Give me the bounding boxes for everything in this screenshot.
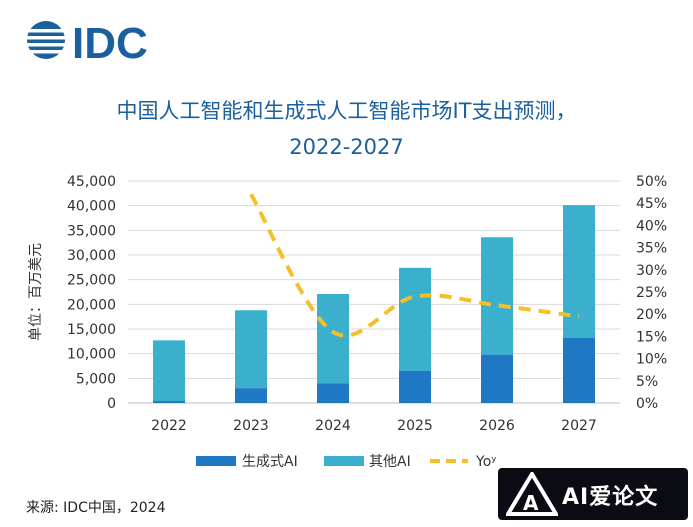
legend-label-genai: 生成式AI — [242, 454, 298, 470]
y2-tick-label: 45% — [636, 196, 667, 212]
x-tick-label: 2022 — [151, 418, 187, 434]
watermark-text: AI爱论文 — [562, 485, 659, 510]
yoy-line — [249, 193, 580, 338]
x-tick-label: 2023 — [233, 418, 269, 434]
y-tick-label: 5,000 — [76, 371, 116, 387]
bar-other-ai — [481, 237, 513, 355]
y-tick-label: 0 — [107, 396, 116, 412]
chart-title-line2: 2022-2027 — [289, 135, 404, 159]
x-tick-label: 2025 — [397, 418, 433, 434]
y2-tick-label: 35% — [636, 241, 667, 257]
source-note: 来源: IDC中国，2024 — [26, 500, 166, 516]
bar-other-ai — [317, 293, 349, 384]
y-tick-label: 40,000 — [67, 199, 116, 215]
bar-genai — [481, 354, 513, 403]
y-tick-label: 35,000 — [67, 223, 116, 239]
bar-genai — [399, 370, 431, 403]
svg-text:IDC: IDC — [72, 19, 148, 66]
legend-label-other-ai: 其他AI — [369, 454, 411, 470]
bar-genai — [153, 401, 185, 403]
legend-label-yoy: Yoʸ — [475, 454, 496, 470]
bar-other-ai — [399, 267, 431, 371]
y2-tick-label: 5% — [636, 374, 658, 390]
bar-genai — [235, 388, 267, 403]
x-tick-label: 2024 — [315, 418, 351, 434]
bar-other-ai — [153, 340, 185, 402]
y-tick-label: 30,000 — [67, 248, 116, 264]
watermark-a-icon: A — [506, 472, 558, 516]
legend-swatch-genai — [196, 456, 236, 466]
y-axis-label: 单位：百万美元 — [28, 243, 44, 341]
y-tick-label: 10,000 — [67, 347, 116, 363]
y-tick-label: 15,000 — [67, 322, 116, 338]
x-tick-label: 2027 — [561, 418, 597, 434]
y2-tick-label: 0% — [636, 396, 658, 412]
bar-genai — [317, 383, 349, 403]
bar-other-ai — [563, 205, 595, 338]
y-tick-label: 20,000 — [67, 297, 116, 313]
legend-swatch-other-ai — [324, 456, 364, 466]
y-tick-label: 45,000 — [67, 174, 116, 190]
idc-logo: IDC — [24, 19, 148, 66]
bar-genai — [563, 337, 595, 403]
x-tick-label: 2026 — [479, 418, 515, 434]
y2-tick-label: 15% — [636, 329, 667, 345]
y2-tick-label: 50% — [636, 174, 667, 190]
svg-text:A: A — [523, 491, 539, 515]
y2-tick-label: 40% — [636, 218, 667, 234]
bar-other-ai — [235, 310, 267, 389]
chart-title-line1: 中国人工智能和生成式人工智能市场IT支出预测， — [116, 99, 577, 123]
y2-tick-label: 10% — [636, 352, 667, 368]
watermark: A AI爱论文 — [498, 468, 688, 520]
y2-tick-label: 25% — [636, 285, 667, 301]
y-tick-label: 25,000 — [67, 273, 116, 289]
y2-tick-label: 30% — [636, 263, 667, 279]
y2-tick-label: 20% — [636, 307, 667, 323]
